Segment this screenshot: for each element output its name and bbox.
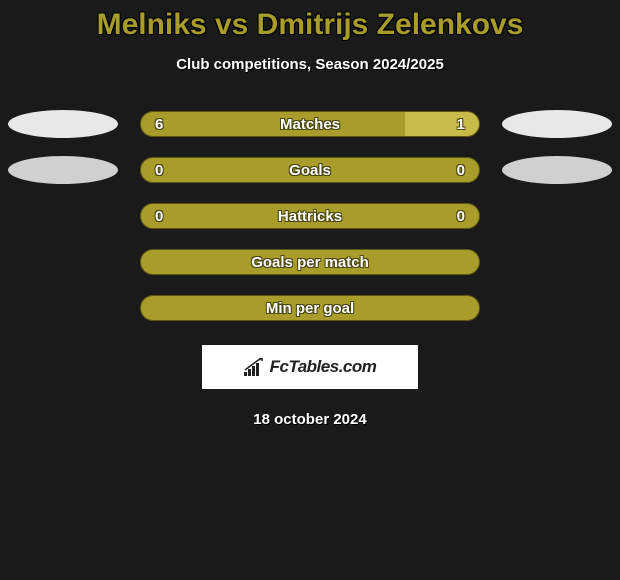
stat-row: Min per goal — [0, 295, 620, 321]
date-label: 18 october 2024 — [0, 411, 620, 428]
chart-icon — [244, 358, 266, 376]
stat-label: Matches — [141, 116, 479, 133]
stat-row: 6Matches1 — [0, 111, 620, 137]
stat-label: Min per goal — [141, 300, 479, 317]
stat-label: Goals — [141, 162, 479, 179]
stat-value-right: 0 — [457, 162, 465, 179]
stat-row: Goals per match — [0, 249, 620, 275]
stat-label: Hattricks — [141, 208, 479, 225]
stat-bar: Min per goal — [140, 295, 480, 321]
player-right-marker — [502, 110, 612, 138]
player-right-marker — [502, 156, 612, 184]
comparison-subtitle: Club competitions, Season 2024/2025 — [0, 56, 620, 73]
stat-value-right: 0 — [457, 208, 465, 225]
stat-label: Goals per match — [141, 254, 479, 271]
stat-bar: Goals per match — [140, 249, 480, 275]
stat-bar: 0Goals0 — [140, 157, 480, 183]
stat-row: 0Goals0 — [0, 157, 620, 183]
stat-value-right: 1 — [457, 116, 465, 133]
player-left-marker — [8, 156, 118, 184]
stat-row: 0Hattricks0 — [0, 203, 620, 229]
stat-bar: 0Hattricks0 — [140, 203, 480, 229]
brand-badge[interactable]: FcTables.com — [202, 345, 418, 389]
brand-label: FcTables.com — [270, 357, 377, 377]
player-left-marker — [8, 110, 118, 138]
comparison-title: Melniks vs Dmitrijs Zelenkovs — [0, 8, 620, 42]
stat-bar: 6Matches1 — [140, 111, 480, 137]
